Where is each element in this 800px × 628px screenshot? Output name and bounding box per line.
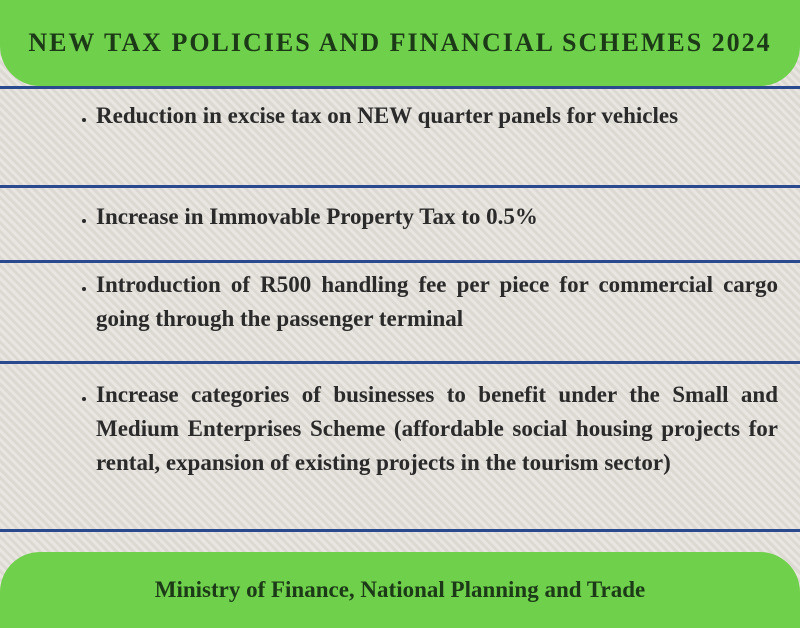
item-row: Increase in Immovable Property Tax to 0.… [0, 188, 800, 263]
item-row: Introduction of R500 handling fee per pi… [0, 263, 800, 364]
item-row: Increase categories of businesses to ben… [0, 364, 800, 532]
item-row: Reduction in excise tax on NEW quarter p… [0, 89, 800, 188]
bullet-item: Reduction in excise tax on NEW quarter p… [96, 99, 778, 133]
bullet-item: Increase in Immovable Property Tax to 0.… [96, 200, 778, 234]
divider [0, 86, 800, 89]
footer-banner: Ministry of Finance, National Planning a… [0, 552, 800, 628]
title: NEW TAX POLICIES AND FINANCIAL SCHEMES 2… [28, 28, 772, 57]
header-banner: NEW TAX POLICIES AND FINANCIAL SCHEMES 2… [0, 0, 800, 86]
bullet-item: Increase categories of businesses to ben… [96, 378, 778, 480]
footer-text: Ministry of Finance, National Planning a… [154, 577, 646, 602]
bullet-item: Introduction of R500 handling fee per pi… [96, 268, 778, 336]
